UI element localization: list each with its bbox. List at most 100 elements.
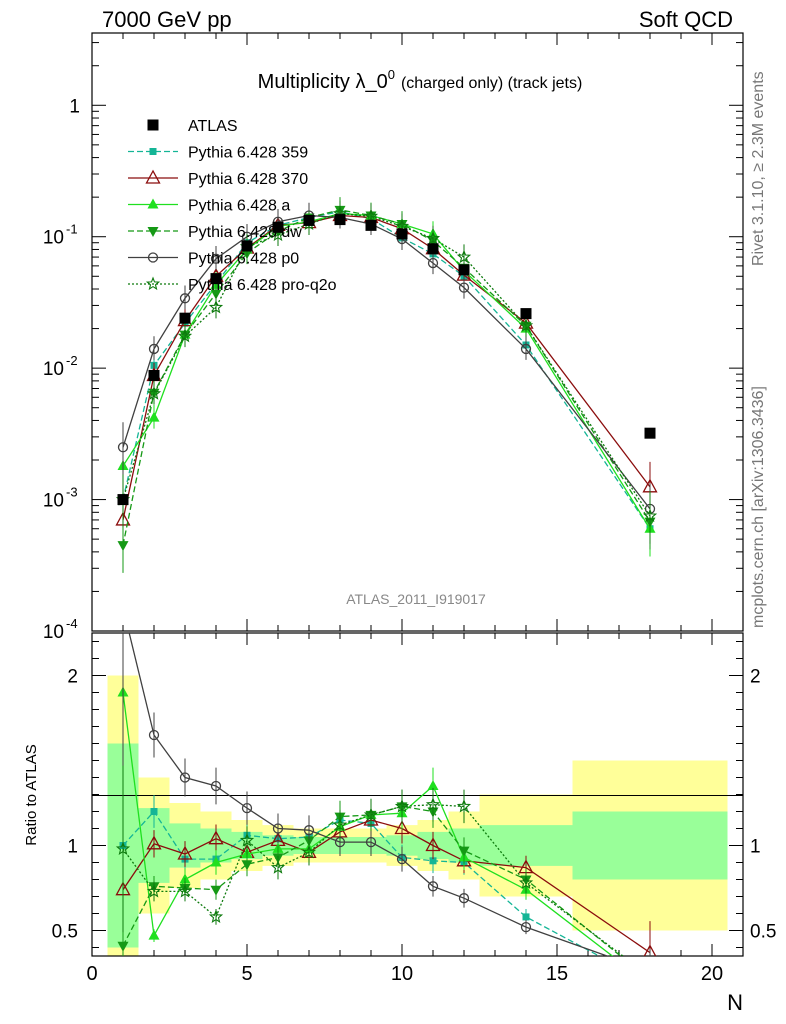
ratio-y-tick-label-right: 0.5 xyxy=(750,922,776,943)
legend-label: ATLAS xyxy=(188,118,238,135)
series-ratio-point xyxy=(177,845,193,860)
series-point xyxy=(148,411,160,422)
series-point xyxy=(520,343,532,355)
atlas-point xyxy=(427,243,439,255)
series-ratio-point xyxy=(208,830,224,845)
x-tick-label: 15 xyxy=(546,963,568,985)
atlas-point xyxy=(117,494,129,506)
legend-marker xyxy=(147,252,159,263)
series-ratio-point xyxy=(645,976,656,986)
header-right: Soft QCD xyxy=(639,7,733,32)
series-ratio-point xyxy=(647,980,654,987)
atlas-point xyxy=(365,219,377,231)
series-ratio-point xyxy=(427,881,439,892)
title-suffix: (charged only) (track jets) xyxy=(401,75,582,92)
series-ratio-point xyxy=(458,893,470,904)
series-point xyxy=(458,282,470,293)
ratio-y-axis-label: Ratio to ATLAS xyxy=(23,744,40,845)
analysis-label: ATLAS_2011_I919017 xyxy=(346,591,486,607)
legend-label: Pythia 6.428 pro-q2o xyxy=(188,277,337,294)
series-ratio-line xyxy=(122,692,614,956)
svg-text:Multiplicity λ_00(charged only: Multiplicity λ_00 (charged only) (track j… xyxy=(258,67,583,93)
y-tick-label: 1 xyxy=(69,96,80,117)
legend-entry-3: Pythia 6.428 a xyxy=(128,198,290,215)
series-ratio-point xyxy=(210,885,222,896)
atlas-point xyxy=(210,273,222,285)
y-tick-exponent: -2 xyxy=(66,353,78,368)
series-ratio-line xyxy=(122,804,625,956)
series-point xyxy=(208,299,224,314)
series-ratio-point xyxy=(146,835,162,850)
series-ratio-point xyxy=(518,875,534,890)
series-line xyxy=(122,214,651,510)
series-point xyxy=(425,231,441,245)
series-ratio-point xyxy=(210,780,222,792)
legend-marker xyxy=(147,227,159,237)
atlas-point xyxy=(303,214,315,226)
series-ratio-point xyxy=(396,853,408,865)
ratio-y-tick-label: 0.5 xyxy=(52,922,78,943)
legend-marker xyxy=(145,276,161,291)
series-ratio-point xyxy=(148,929,160,940)
series-ratio-point xyxy=(456,798,472,813)
series-ratio-point xyxy=(146,883,162,898)
series-ratio-point xyxy=(644,970,655,981)
series-ratio-point xyxy=(394,798,410,813)
series-ratio-point xyxy=(425,837,441,852)
series-ratio-point xyxy=(301,844,317,859)
atlas-point xyxy=(272,221,284,233)
series-4-ratio xyxy=(122,633,655,976)
ratio-y-tick-label-right: 2 xyxy=(750,667,761,688)
atlas-point xyxy=(520,308,532,320)
atlas-point xyxy=(241,240,253,252)
atlas-point xyxy=(148,369,160,381)
series-point xyxy=(210,253,222,264)
main-series xyxy=(115,197,658,573)
atlas-data xyxy=(117,214,656,506)
series-ratio-point xyxy=(427,780,439,790)
series-point xyxy=(518,318,534,332)
series-ratio-point xyxy=(272,823,284,834)
legend-entry-2: Pythia 6.428 370 xyxy=(128,169,308,188)
series-ratio-point xyxy=(210,856,222,867)
legend: ATLAS Pythia 6.428 359 Pythia 6.428 370 Pyt… xyxy=(128,118,337,294)
series-ratio-point xyxy=(117,941,129,952)
y-tick-label: 10 xyxy=(43,622,64,643)
series-ratio-line xyxy=(128,633,610,956)
series-ratio-point xyxy=(646,967,655,976)
series-ratio-point xyxy=(270,860,286,874)
x-tick-label: 20 xyxy=(701,963,723,985)
mcplots-label: mcplots.cern.ch [arXiv:1306.3436] xyxy=(750,386,767,628)
plot-title: Multiplicity λ_00 (charged only) (track j… xyxy=(258,67,583,93)
series-ratio-point xyxy=(425,797,441,811)
series-5-ratio xyxy=(115,765,655,981)
legend-marker xyxy=(147,119,159,131)
legend-label: Pythia 6.428 370 xyxy=(188,171,308,188)
series-line xyxy=(122,209,651,546)
y-tick-label: 10 xyxy=(43,359,64,380)
ratio-series xyxy=(115,633,657,987)
axis-ticks xyxy=(91,33,744,956)
series-ratio-line xyxy=(122,819,651,954)
ratio-uncertainty-bands xyxy=(107,675,728,956)
legend-label: Pythia 6.428 359 xyxy=(188,145,308,162)
band-inner-13 xyxy=(572,811,728,880)
series-point xyxy=(179,293,191,304)
series-ratio-point xyxy=(643,944,657,956)
ratio-y-tick-label: 1 xyxy=(67,837,78,858)
series-point xyxy=(146,386,162,400)
y-tick-exponent: -1 xyxy=(66,222,78,237)
series-ratio-point xyxy=(148,729,160,741)
series-ratio-point xyxy=(208,909,224,924)
series-ratio-point xyxy=(429,857,437,865)
series-ratio-point xyxy=(394,820,410,835)
main-panel-frame xyxy=(91,32,744,632)
legend-label: Pythia 6.428 dw xyxy=(188,224,302,241)
y-tick-label: 10 xyxy=(43,228,64,249)
ratio-y-tick-label: 2 xyxy=(67,667,78,688)
series-point xyxy=(210,289,222,300)
series-ratio-point xyxy=(303,825,315,836)
series-ratio-line xyxy=(122,805,622,956)
series-point xyxy=(456,249,472,264)
